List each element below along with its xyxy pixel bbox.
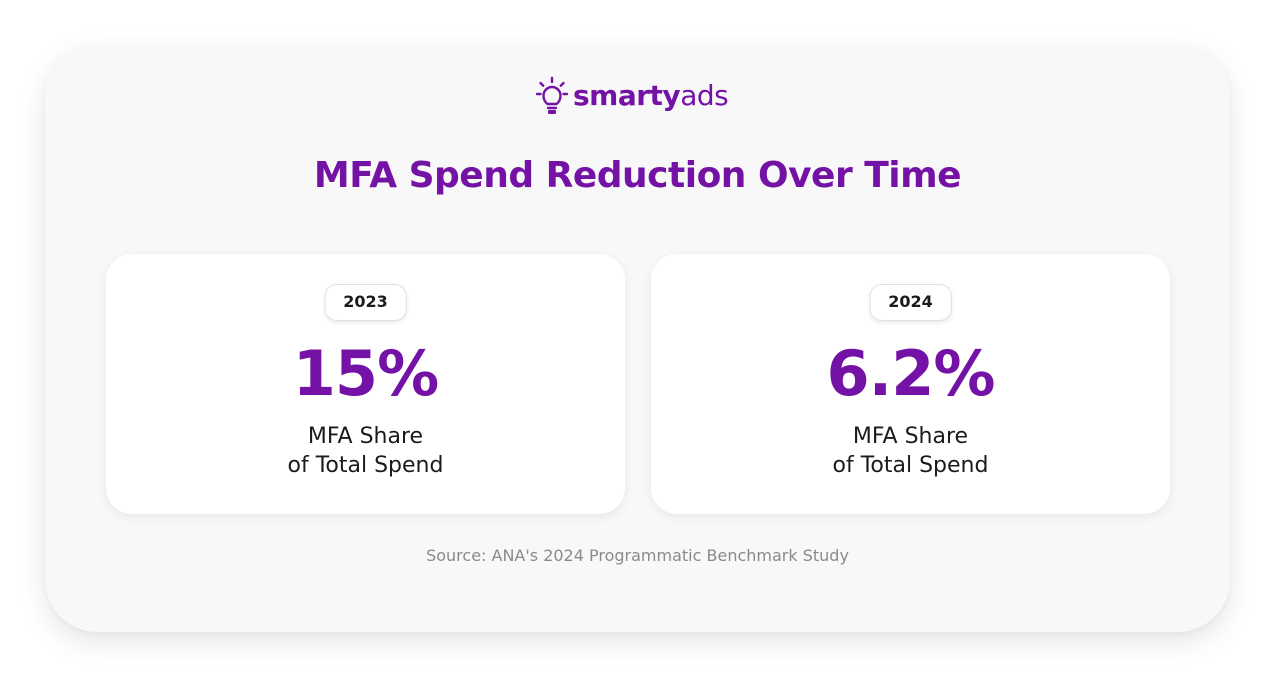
stat-caption-line1: MFA Share <box>852 424 969 449</box>
brand-logo: smartyads <box>535 74 729 118</box>
stat-value: 15% <box>292 337 439 410</box>
stat-caption-line2: of Total Spend <box>832 453 989 478</box>
stat-caption-line1: MFA Share <box>307 424 424 449</box>
stat-caption-line2: of Total Spend <box>287 453 444 478</box>
stat-value: 6.2% <box>826 337 996 410</box>
stat-caption: MFA Share of Total Spend <box>106 422 625 480</box>
lightbulb-icon <box>535 76 569 114</box>
stat-caption: MFA Share of Total Spend <box>651 422 1170 480</box>
brand-name-regular: ads <box>680 79 729 112</box>
stat-card-2024: 2024 6.2% MFA Share of Total Spend <box>651 254 1170 514</box>
brand-name-bold: smarty <box>573 79 681 112</box>
page-title: MFA Spend Reduction Over Time <box>313 155 962 196</box>
brand-wordmark: smartyads <box>573 79 729 112</box>
year-badge: 2024 <box>869 284 952 321</box>
stat-card-2023: 2023 15% MFA Share of Total Spend <box>106 254 625 514</box>
source-note: Source: ANA's 2024 Programmatic Benchmar… <box>426 546 849 565</box>
year-badge: 2023 <box>324 284 407 321</box>
